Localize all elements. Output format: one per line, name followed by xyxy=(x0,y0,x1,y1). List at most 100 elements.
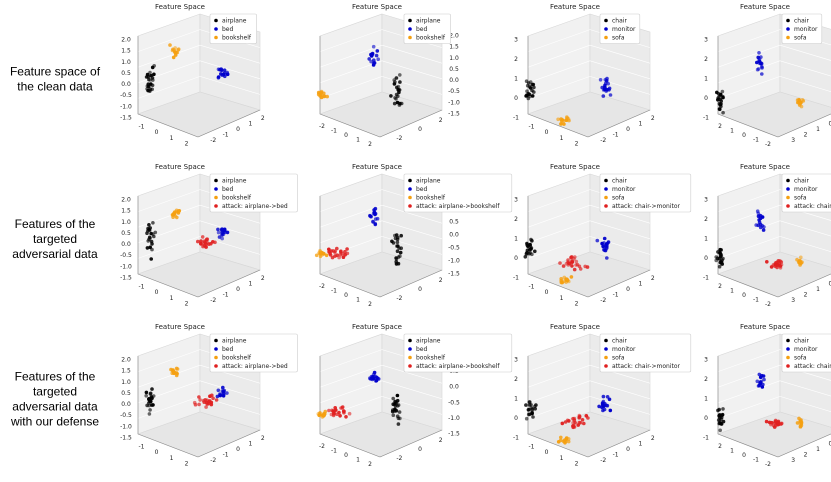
scatter-point xyxy=(530,82,535,87)
legend-label: bed xyxy=(222,26,234,33)
scatter-point xyxy=(570,260,574,265)
scatter-point xyxy=(320,252,324,257)
legend-box xyxy=(209,173,298,213)
z-tick-label: 1.0 xyxy=(121,59,131,66)
axis-edge xyxy=(197,109,261,138)
x-tick-label: 0 xyxy=(155,129,159,136)
y-tick-label: 1 xyxy=(816,286,820,293)
scatter-point xyxy=(524,416,529,421)
panel-title: Feature Space xyxy=(740,163,790,171)
scatter-point xyxy=(758,225,763,230)
legend-marker xyxy=(604,355,608,360)
pane-grid xyxy=(779,60,831,77)
scatter-point xyxy=(395,85,399,90)
scatter-point xyxy=(394,97,398,101)
y-tick-label: 0 xyxy=(236,446,240,453)
scatter-point xyxy=(774,423,778,428)
axis-edge xyxy=(137,273,199,298)
scatter-point xyxy=(144,394,148,398)
z-tick-label: 0.0 xyxy=(449,77,459,84)
scatter-point xyxy=(373,222,378,227)
pane-grid xyxy=(137,76,201,99)
scatter-point xyxy=(562,279,566,284)
scatter-point xyxy=(171,212,176,216)
legend-label: chair xyxy=(612,17,627,24)
x-tick-label: 0 xyxy=(545,449,549,456)
scatter-point xyxy=(524,79,529,83)
scatter-point xyxy=(147,223,151,227)
axis-edge xyxy=(319,273,381,298)
pane-grid xyxy=(319,29,383,52)
legend-label: bed xyxy=(416,26,428,33)
z-tick-label: -1 xyxy=(703,435,709,442)
legend-marker xyxy=(214,187,218,191)
scatter-point xyxy=(801,99,806,103)
pane-grid xyxy=(199,220,261,240)
scatter-point xyxy=(214,398,219,402)
pane-grid xyxy=(589,60,651,80)
pane-grid xyxy=(319,220,383,244)
z-tick-label: 0 xyxy=(704,255,708,262)
legend-box xyxy=(403,333,513,373)
row-label: targeted xyxy=(33,385,77,399)
pane-grid xyxy=(381,380,443,400)
scatter-point xyxy=(331,413,336,418)
scatter-point xyxy=(177,209,182,213)
pane-grid xyxy=(527,60,591,84)
y-tick-label: 3 xyxy=(791,297,795,304)
legend-label: monitor xyxy=(794,26,818,33)
pane-grid xyxy=(527,204,591,228)
scatter-point xyxy=(396,244,400,248)
scatter-point xyxy=(145,403,149,408)
scatter-point xyxy=(196,239,200,244)
z-tick-label: -1.0 xyxy=(448,415,460,422)
pane-grid xyxy=(717,29,781,52)
axis-edge xyxy=(587,269,651,298)
scatter-point xyxy=(397,103,402,107)
y-tick-label: 2 xyxy=(439,277,443,284)
z-tick-label: 2 xyxy=(514,376,518,383)
scatter-point xyxy=(773,419,777,424)
legend-marker xyxy=(408,338,412,343)
panel: 1.51.00.50.0-0.5-1.0-1.5-2-1012-202Featu… xyxy=(314,163,513,308)
scatter-point xyxy=(201,398,206,403)
z-tick-label: -1.5 xyxy=(448,111,460,118)
scatter-point xyxy=(367,57,372,61)
z-tick-label: 0 xyxy=(704,95,708,102)
legend-label: attack: airplane->bed xyxy=(222,203,288,210)
legend-label: bookshelf xyxy=(222,194,252,201)
scatter-point xyxy=(374,53,379,58)
pane-grid xyxy=(717,76,781,99)
scatter-point xyxy=(396,255,401,259)
z-tick-label: 3 xyxy=(704,37,708,44)
axis-edge xyxy=(527,113,589,138)
scatter-point xyxy=(531,415,535,419)
scatter-point xyxy=(717,407,721,412)
pane-grid xyxy=(589,380,651,400)
y-tick-label: 1 xyxy=(816,126,820,133)
scatter-point xyxy=(718,415,722,420)
legend-marker xyxy=(214,178,218,183)
scatter-point xyxy=(391,241,396,245)
scatter-point xyxy=(216,67,221,72)
scatter-point xyxy=(601,408,605,413)
scatter-point xyxy=(757,61,762,65)
axis-edge xyxy=(379,269,443,298)
legend-box xyxy=(403,13,451,44)
scatter-point xyxy=(764,419,769,424)
scatter-point xyxy=(561,264,566,268)
legend-label: chair xyxy=(794,177,809,184)
z-tick-label: 1.5 xyxy=(449,44,459,51)
y-tick-label: 2 xyxy=(439,117,443,124)
y-tick-label: 2 xyxy=(261,115,265,122)
scatter-point xyxy=(756,223,760,228)
scatter-point xyxy=(601,94,606,98)
y-tick-label: 0 xyxy=(828,441,831,448)
x-tick-label: 0 xyxy=(545,129,549,136)
x-tick-label: -1 xyxy=(331,287,337,294)
scatter-point xyxy=(148,70,152,75)
scatter-point xyxy=(760,385,765,389)
scatter-point xyxy=(152,234,156,239)
legend-label: attack: airplane->bed xyxy=(222,363,288,370)
